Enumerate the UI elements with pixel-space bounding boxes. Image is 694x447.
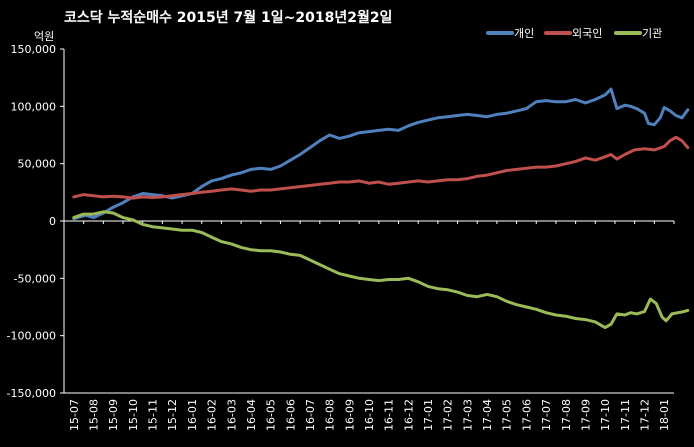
x-tick-label: 17-12: [638, 399, 651, 431]
x-tick-label: 16-01: [186, 399, 199, 431]
x-tick-label: 16-09: [343, 399, 356, 431]
legend: 개인 외국인 기관: [486, 27, 662, 40]
x-tick-label: 17-05: [501, 399, 514, 431]
series-line-1: [72, 135, 690, 200]
x-tick-label: 18-01: [658, 399, 671, 431]
x-tick-label: 16-02: [206, 399, 219, 431]
x-tick-label: 17-11: [619, 399, 632, 431]
x-axis: 15-07 15-08 15-09 15-10 15-11 15-12 16-01 16-02…: [63, 220, 675, 431]
y-tick-label: -100,000: [7, 330, 56, 343]
x-tick-label: 16-10: [363, 399, 376, 431]
x-tick-label: 16-04: [245, 399, 258, 431]
series-line-0: [72, 87, 690, 221]
series-group: [72, 87, 690, 330]
x-tick-label: 17-03: [461, 399, 474, 431]
x-tick-label: 17-06: [520, 399, 533, 431]
x-tick-label: 15-11: [147, 399, 160, 431]
y-axis-unit-label: 억원: [34, 30, 54, 43]
x-tick-label: 17-09: [579, 399, 592, 431]
x-tick-label: 16-12: [402, 399, 415, 431]
x-tick-label: 15-10: [127, 399, 140, 431]
x-tick-label: 17-04: [481, 399, 494, 431]
x-tick-label: 15-08: [88, 399, 101, 431]
y-tick-label: 100,000: [11, 100, 57, 113]
x-tick-label: 17-08: [560, 399, 573, 431]
y-tick-label: -150,000: [7, 387, 56, 400]
y-tick-label: 0: [49, 215, 56, 228]
y-axis: 150,000 100,000 50,000 0 -50,000 -100,000 -150…: [7, 43, 674, 400]
chart-title: 코스닥 누적순매수 2015년 7월 1일~2018년2월2일: [64, 9, 392, 26]
series-line-2: [72, 210, 690, 330]
y-tick-label: -50,000: [14, 272, 56, 285]
x-tick-label: 16-07: [304, 399, 317, 431]
legend-label-0: 개인: [514, 27, 534, 40]
x-tick-label: 17-02: [442, 399, 455, 431]
x-tick-label: 16-08: [324, 399, 337, 431]
legend-label-2: 기관: [642, 27, 662, 40]
x-tick-label: 15-07: [68, 399, 81, 431]
x-tick-label: 15-09: [107, 399, 120, 431]
x-tick-label: 16-06: [284, 399, 297, 431]
y-tick-label: 50,000: [18, 158, 57, 171]
x-tick-label: 16-11: [383, 399, 396, 431]
x-tick-label: 15-12: [166, 399, 179, 431]
x-tick-label: 16-05: [265, 399, 278, 431]
x-tick-label: 16-03: [225, 399, 238, 431]
x-tick-label: 17-01: [422, 399, 435, 431]
y-tick-label: 150,000: [11, 43, 57, 56]
x-tick-label: 17-07: [540, 399, 553, 431]
x-tick-label: 17-10: [599, 399, 612, 431]
legend-label-1: 외국인: [572, 27, 602, 40]
